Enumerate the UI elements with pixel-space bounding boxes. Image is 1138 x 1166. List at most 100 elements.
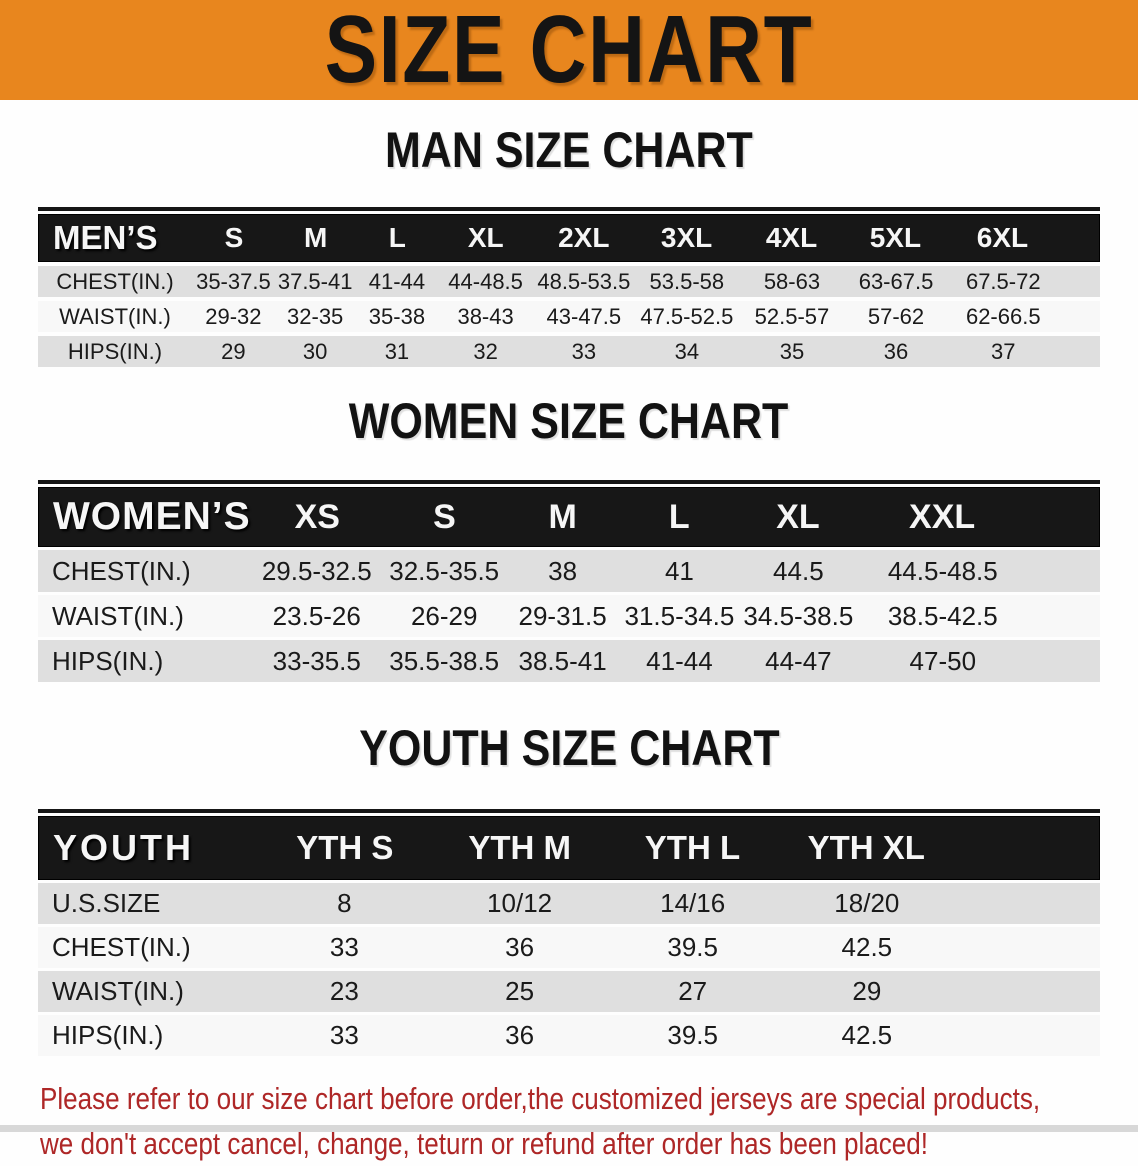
size-header-cell: XL (776, 497, 820, 536)
size-value-cell: 27 (678, 976, 708, 1006)
size-value-cell: 38 (548, 555, 578, 586)
size-header-cell: M (548, 497, 577, 536)
size-value-cell: 35-38 (368, 303, 426, 329)
size-value-cell: 44-47 (765, 645, 832, 676)
size-value-cell: 41 (664, 555, 694, 586)
table-row: HIPS(IN.) 33 36 39.5 42.5 (38, 1015, 1100, 1056)
table-row: WAIST(IN.) 29-32 32-35 35-38 38-43 43-47.5 47.… (38, 301, 1100, 332)
women-table-header-row: WOMEN’S XS S M L XL XXL (38, 487, 1100, 547)
size-value-cell: 29-31.5 (518, 600, 607, 631)
size-header-cell: YTH M (468, 829, 572, 866)
size-value-cell: 47.5-52.5 (640, 303, 734, 329)
women-heading-text: WOMEN SIZE CHART (349, 393, 789, 449)
row-label: CHEST(IN.) (56, 268, 174, 294)
row-label: HIPS(IN.) (52, 645, 164, 676)
table-row: CHEST(IN.) 35-37.5 37.5-41 41-44 44-48.5 48.5… (38, 266, 1100, 297)
table-row: HIPS(IN.) 33-35.5 35.5-38.5 38.5-41 41-44 44-… (38, 640, 1100, 682)
size-header-cell: YTH XL (807, 829, 925, 866)
size-value-cell: 29.5-32.5 (261, 555, 372, 586)
table-row: CHEST(IN.) 33 36 39.5 42.5 (38, 927, 1100, 968)
size-value-cell: 31 (384, 338, 410, 364)
row-label: WAIST(IN.) (52, 976, 184, 1006)
size-value-cell: 10/12 (487, 888, 553, 918)
size-value-cell: 33 (329, 1020, 359, 1050)
size-value-cell: 62-66.5 (965, 303, 1041, 329)
size-value-cell: 32-35 (287, 303, 344, 329)
size-value-cell: 41-44 (646, 645, 713, 676)
youth-table-header-row: YOUTH YTH S YTH M YTH L YTH XL (38, 816, 1100, 880)
row-label: WAIST(IN.) (59, 303, 171, 329)
women-section-heading: WOMEN SIZE CHART (0, 395, 1138, 460)
size-header-cell: S (433, 497, 456, 536)
row-label: HIPS(IN.) (67, 338, 163, 364)
size-value-cell: 42.5 (841, 1020, 893, 1050)
size-value-cell: 31.5-34.5 (624, 600, 735, 631)
disclaimer-note: Please refer to our size chart before or… (40, 1076, 1138, 1166)
row-label: U.S.SIZE (52, 888, 161, 918)
size-header-cell: 6XL (976, 222, 1029, 253)
size-header-cell: 3XL (660, 222, 713, 253)
size-value-cell: 36 (505, 932, 535, 962)
men-section-heading: MAN SIZE CHART (0, 124, 1138, 189)
size-header-cell: M (303, 222, 328, 253)
table-title-cell: WOMEN’S (53, 495, 251, 538)
size-value-cell: 41-44 (368, 268, 426, 294)
table-row: HIPS(IN.) 29 30 31 32 33 34 35 36 37 (38, 336, 1100, 367)
table-title-cell: YOUTH (53, 827, 194, 868)
size-value-cell: 38-43 (457, 303, 514, 329)
size-value-cell: 35 (779, 338, 805, 364)
size-value-cell: 48.5-53.5 (537, 268, 631, 294)
size-header-cell: 4XL (765, 222, 818, 253)
row-label: CHEST(IN.) (52, 932, 191, 962)
table-row: WAIST(IN.) 23 25 27 29 (38, 971, 1100, 1012)
size-value-cell: 44.5-48.5 (887, 555, 998, 586)
size-value-cell: 23 (329, 976, 359, 1006)
size-header-cell: YTH S (296, 829, 394, 866)
size-header-cell: 5XL (869, 222, 922, 253)
size-value-cell: 44-48.5 (448, 268, 523, 294)
size-value-cell: 30 (302, 338, 328, 364)
bottom-edge-strip (0, 1125, 1138, 1132)
size-header-cell: XS (294, 497, 340, 536)
size-header-cell: YTH L (644, 829, 741, 866)
size-header-cell: 2XL (558, 222, 610, 253)
men-size-table: MEN’S S M L XL 2XL 3XL 4XL 5XL 6XL CHEST(IN.) 35-3… (38, 207, 1100, 367)
size-value-cell: 26-29 (410, 600, 478, 631)
table-row: WAIST(IN.) 23.5-26 26-29 29-31.5 31.5-34.5 34… (38, 595, 1100, 637)
size-value-cell: 44.5 (773, 555, 824, 586)
size-value-cell: 58-63 (763, 268, 821, 294)
size-chart-banner: SIZE CHART (0, 0, 1138, 100)
size-value-cell: 35-37.5 (196, 268, 271, 294)
size-value-cell: 36 (883, 338, 909, 364)
size-value-cell: 36 (505, 1020, 535, 1050)
size-value-cell: 32.5-35.5 (389, 555, 500, 586)
size-header-cell: S (224, 222, 244, 253)
size-value-cell: 33 (571, 338, 597, 364)
table-row: U.S.SIZE 8 10/12 14/16 18/20 (38, 883, 1100, 924)
men-table-header-row: MEN’S S M L XL 2XL 3XL 4XL 5XL 6XL (38, 214, 1100, 262)
disclaimer-line-1: Please refer to our size chart before or… (40, 1081, 1041, 1116)
size-header-cell: L (668, 497, 690, 536)
table-row: CHEST(IN.) 29.5-32.5 32.5-35.5 38 41 44.5 44.5… (38, 550, 1100, 592)
size-value-cell: 23.5-26 (272, 600, 361, 631)
size-value-cell: 38.5-42.5 (887, 600, 998, 631)
size-value-cell: 32 (473, 338, 498, 364)
size-value-cell: 37.5-41 (277, 268, 353, 294)
size-value-cell: 67.5-72 (965, 268, 1041, 294)
youth-heading-text: YOUTH SIZE CHART (358, 720, 780, 776)
size-header-cell: XXL (909, 497, 976, 536)
size-value-cell: 52.5-57 (754, 303, 830, 329)
men-heading-text: MAN SIZE CHART (385, 122, 753, 178)
page-title: SIZE CHART (324, 0, 814, 103)
size-value-cell: 18/20 (834, 888, 900, 918)
size-value-cell: 39.5 (667, 932, 718, 962)
size-value-cell: 47-50 (909, 645, 977, 676)
size-value-cell: 37 (991, 338, 1016, 364)
size-value-cell: 34 (674, 338, 700, 364)
row-label: WAIST(IN.) (52, 600, 184, 631)
size-value-cell: 43-47.5 (546, 303, 622, 329)
size-header-cell: XL (467, 222, 504, 253)
size-value-cell: 29 (221, 338, 246, 364)
size-value-cell: 35.5-38.5 (389, 645, 500, 676)
size-value-cell: 8 (337, 888, 352, 918)
